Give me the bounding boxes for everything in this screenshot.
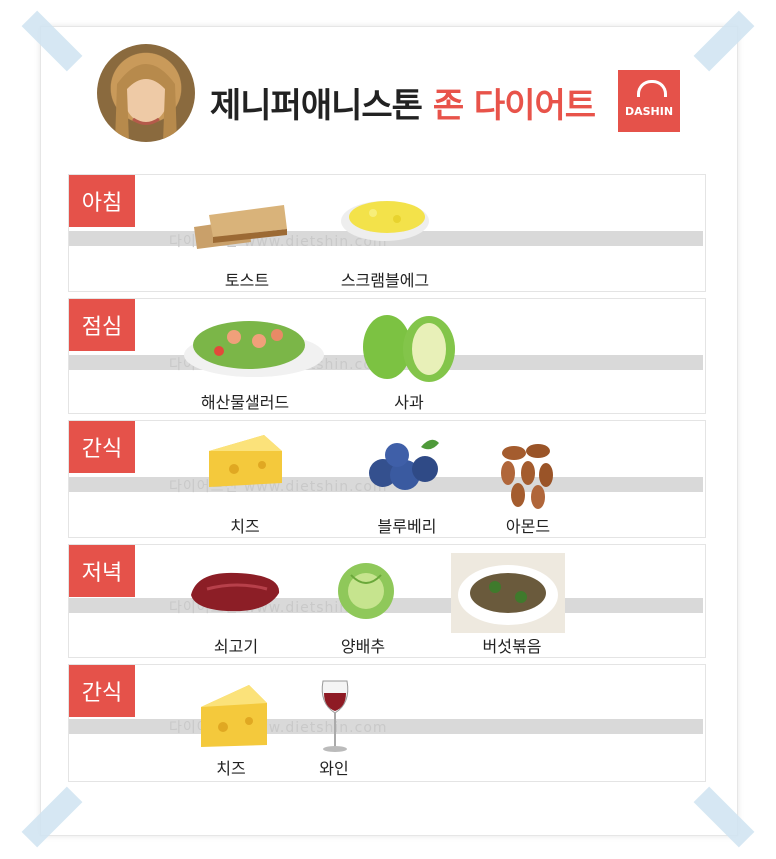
page-title: 제니퍼애니스톤 존 다이어트	[210, 78, 596, 127]
meal-label: 저녁	[69, 545, 135, 597]
food-caption: 스크램블에그	[340, 271, 430, 290]
food-caption: 쇠고기	[213, 637, 259, 656]
food-caption: 해산물샐러드	[200, 393, 290, 412]
meal-label: 아침	[69, 175, 135, 227]
food-caption: 버섯볶음	[482, 637, 542, 656]
stir-fried-mushroom-icon	[451, 553, 565, 633]
meal-section-snack: 간식 다이어트신 www.dietshin.com 치즈 블루베리 아몬드	[68, 420, 706, 538]
meal-section-dinner: 저녁 다이어트신 www.dietshin.com 쇠고기 양배추 버섯볶음	[68, 544, 706, 658]
title-accent: 존 다이어트	[432, 86, 596, 126]
meal-section-snack-2: 간식 다이어트신 www.dietshin.com 치즈 와인	[68, 664, 706, 782]
apple-icon	[363, 315, 455, 382]
toast-icon	[194, 205, 287, 249]
cabbage-icon	[338, 563, 394, 619]
meal-label: 간식	[69, 665, 135, 717]
food-caption: 양배추	[340, 637, 386, 656]
meal-section-breakfast: 아침 다이어트신 www.dietshin.com 토스트 스크램블에그	[68, 174, 706, 292]
food-caption: 아몬드	[505, 517, 551, 536]
food-caption: 와인	[319, 759, 349, 778]
food-caption: 치즈	[230, 517, 260, 536]
food-caption: 토스트	[224, 271, 270, 290]
meal-label: 점심	[69, 299, 135, 351]
food-caption: 치즈	[216, 759, 246, 778]
celebrity-photo	[97, 44, 195, 142]
blueberry-icon	[369, 439, 439, 490]
scrambled-egg-icon	[341, 201, 429, 241]
wine-glass-icon	[321, 680, 349, 752]
meal-section-lunch: 점심 다이어트신 www.dietshin.com 해산물샐러드 사과	[68, 298, 706, 414]
food-caption: 사과	[394, 393, 424, 412]
seafood-salad-icon	[184, 321, 324, 377]
beef-icon	[191, 572, 280, 612]
cheese-icon	[209, 435, 282, 487]
title-name: 제니퍼애니스톤	[210, 86, 423, 126]
cheese-icon	[201, 685, 267, 747]
almond-icon	[501, 444, 553, 509]
logo-icon	[637, 80, 667, 97]
food-caption: 블루베리	[377, 517, 437, 536]
dashin-logo: DASHIN	[618, 70, 680, 132]
logo-text: DASHIN	[624, 105, 674, 118]
meal-label: 간식	[69, 421, 135, 473]
